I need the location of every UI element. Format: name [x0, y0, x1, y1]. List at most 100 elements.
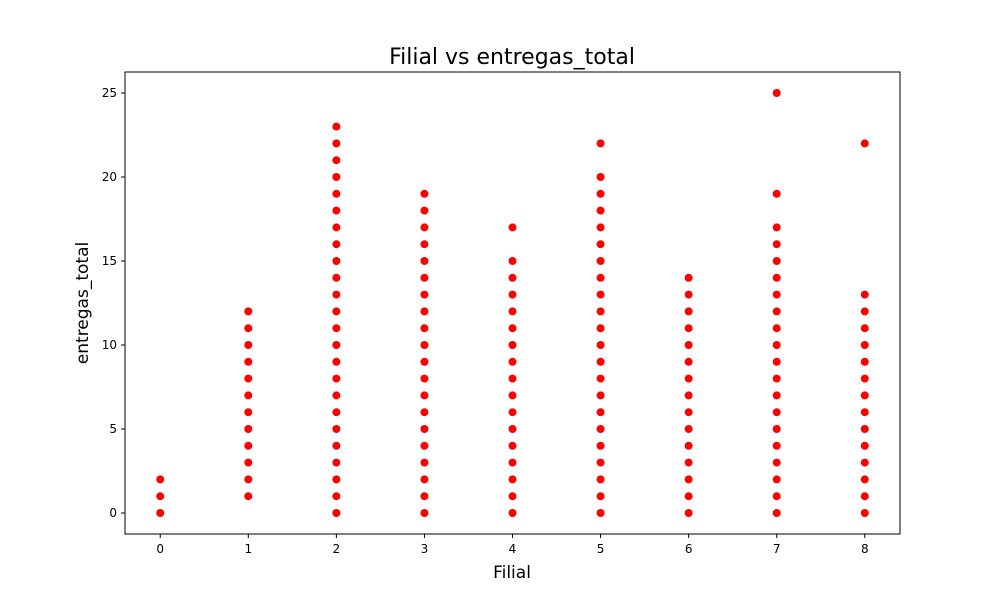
- data-point: [860, 307, 869, 316]
- data-point: [860, 290, 869, 299]
- y-tick-label: 10: [102, 338, 117, 352]
- data-point: [332, 324, 341, 333]
- data-point: [508, 374, 517, 383]
- data-point: [332, 408, 341, 417]
- data-point: [332, 223, 341, 232]
- data-point: [772, 89, 781, 97]
- data-point: [420, 509, 429, 517]
- data-point: [332, 425, 341, 433]
- data-point: [244, 425, 253, 433]
- data-point: [596, 290, 605, 299]
- data-point: [332, 441, 341, 450]
- data-point: [772, 324, 781, 333]
- data-point: [508, 408, 517, 417]
- data-point: [684, 290, 693, 299]
- data-point: [684, 441, 693, 450]
- data-point: [772, 189, 781, 198]
- data-point: [332, 257, 341, 265]
- data-point: [508, 223, 517, 232]
- data-point: [332, 189, 341, 198]
- data-point: [420, 307, 429, 316]
- data-point: [860, 509, 869, 517]
- data-point: [332, 156, 341, 165]
- data-point: [860, 475, 869, 484]
- data-point: [332, 458, 341, 467]
- data-point: [332, 122, 341, 131]
- data-point: [156, 492, 165, 501]
- plot-frame: [124, 71, 901, 535]
- data-point: [772, 492, 781, 501]
- data-point: [244, 492, 253, 501]
- data-point: [332, 206, 341, 215]
- data-point: [684, 492, 693, 501]
- data-point: [420, 441, 429, 450]
- data-point: [684, 475, 693, 484]
- data-point: [420, 492, 429, 501]
- data-point: [596, 357, 605, 366]
- data-point: [684, 324, 693, 333]
- data-point: [860, 408, 869, 417]
- data-point: [596, 307, 605, 316]
- x-tick-label: 0: [156, 542, 164, 556]
- y-axis-title: entregas_total: [73, 242, 93, 364]
- data-point: [508, 492, 517, 501]
- data-point: [508, 475, 517, 484]
- data-point: [596, 173, 605, 181]
- data-point: [684, 341, 693, 349]
- x-tick-label: 7: [773, 542, 781, 556]
- data-point: [596, 441, 605, 450]
- data-point: [772, 357, 781, 366]
- data-point: [860, 324, 869, 333]
- data-point: [420, 189, 429, 198]
- data-point: [508, 307, 517, 316]
- x-tick-label: 4: [509, 542, 517, 556]
- data-point: [596, 492, 605, 501]
- data-point: [684, 408, 693, 417]
- data-point: [332, 240, 341, 249]
- data-point: [596, 509, 605, 517]
- data-point: [596, 425, 605, 433]
- x-axis-ticks: 0 1 2 3 4 5 6 7 8: [156, 534, 869, 556]
- data-point: [684, 307, 693, 316]
- x-tick-label: 5: [597, 542, 605, 556]
- data-point: [332, 341, 341, 349]
- data-point: [772, 223, 781, 232]
- data-point: [772, 374, 781, 383]
- data-point: [508, 425, 517, 433]
- data-point: [420, 240, 429, 249]
- data-point: [684, 374, 693, 383]
- data-point: [244, 475, 253, 484]
- y-tick-label: 15: [102, 254, 117, 268]
- data-point: [244, 408, 253, 417]
- data-point: [596, 139, 605, 148]
- y-tick-label: 0: [109, 506, 117, 520]
- data-point: [684, 357, 693, 366]
- data-point: [772, 408, 781, 417]
- data-points: [156, 89, 869, 517]
- data-point: [156, 475, 165, 484]
- y-tick-label: 5: [109, 422, 117, 436]
- data-point: [420, 290, 429, 299]
- data-point: [332, 475, 341, 484]
- y-axis-ticks: 0 5 10 15 20 25: [102, 86, 125, 520]
- data-point: [596, 223, 605, 232]
- data-point: [508, 509, 517, 517]
- data-point: [596, 273, 605, 282]
- data-point: [596, 206, 605, 215]
- data-point: [332, 273, 341, 282]
- data-point: [860, 139, 869, 148]
- data-point: [860, 458, 869, 467]
- data-point: [244, 357, 253, 366]
- data-point: [332, 492, 341, 501]
- data-point: [420, 223, 429, 232]
- data-point: [772, 257, 781, 265]
- data-point: [508, 324, 517, 333]
- data-point: [596, 324, 605, 333]
- data-point: [332, 357, 341, 366]
- data-point: [860, 357, 869, 366]
- data-point: [508, 357, 517, 366]
- data-point: [860, 425, 869, 433]
- data-point: [772, 307, 781, 316]
- data-point: [772, 458, 781, 467]
